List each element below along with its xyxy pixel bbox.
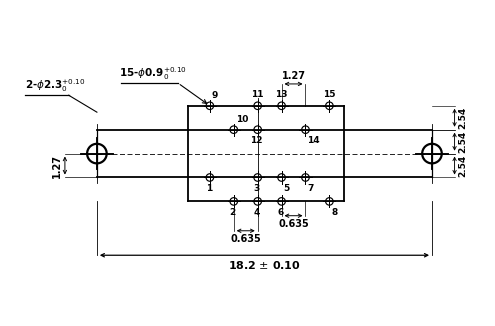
Text: 2-$\phi$2.3$^{+0.10}_{0}$: 2-$\phi$2.3$^{+0.10}_{0}$ [25, 78, 86, 94]
Text: 13: 13 [275, 90, 288, 99]
Text: 15: 15 [323, 90, 336, 99]
Text: 18.2 $\pm$ 0.10: 18.2 $\pm$ 0.10 [228, 259, 301, 271]
Text: 2.54: 2.54 [458, 130, 467, 153]
Text: 0.635: 0.635 [278, 219, 309, 229]
Text: 10: 10 [236, 115, 248, 124]
Text: 1.27: 1.27 [52, 154, 62, 178]
Text: 5: 5 [284, 184, 290, 193]
Text: 14: 14 [307, 136, 320, 145]
Text: 11: 11 [251, 90, 264, 99]
Text: 2.54: 2.54 [458, 107, 467, 129]
Text: 6: 6 [277, 208, 284, 217]
Text: 8: 8 [331, 208, 338, 217]
Text: 2: 2 [230, 208, 236, 217]
Text: 3: 3 [253, 184, 260, 193]
Text: 9: 9 [212, 91, 218, 100]
Text: 1.27: 1.27 [282, 70, 305, 81]
Text: 0.635: 0.635 [230, 234, 261, 244]
Text: 1: 1 [205, 184, 212, 193]
Text: 7: 7 [307, 184, 314, 193]
Text: 15-$\phi$0.9$^{+0.10}_{0}$: 15-$\phi$0.9$^{+0.10}_{0}$ [119, 65, 187, 82]
Text: 4: 4 [253, 208, 260, 217]
Text: 12: 12 [250, 136, 263, 145]
Text: 2.54: 2.54 [458, 155, 467, 177]
